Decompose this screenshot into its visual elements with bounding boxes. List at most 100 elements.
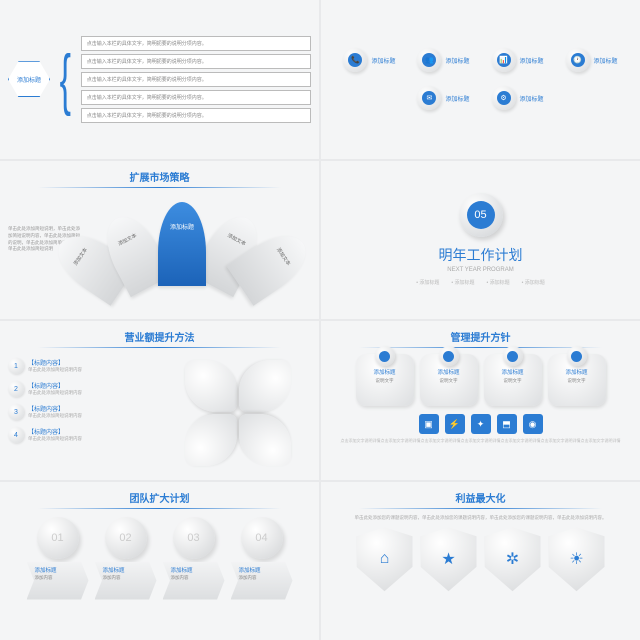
step-circle: 02	[105, 517, 147, 559]
chevron-card: 添加标题添加内容	[231, 562, 293, 600]
badge-icon: ⚙	[497, 91, 511, 105]
circle-badge: ✉	[417, 86, 441, 110]
step-circle: 01	[37, 517, 79, 559]
icon-row: ▣⚡✦⬒◉	[329, 414, 632, 434]
slide-title: 营业额提升方法	[8, 329, 311, 344]
item-title: 【标题内容】	[28, 404, 82, 413]
slide-1-bracket-list: 添加标题 { 点击输入本栏的具体文字，简明扼要的说明分项内容。点击输入本栏的具体…	[0, 0, 319, 159]
badge-label: 添加标题	[520, 94, 544, 103]
circle-badge: 👥	[417, 48, 441, 72]
card: 添加标题说明文字	[484, 354, 542, 406]
badge-icon: ✉	[422, 91, 436, 105]
badge-icon: 🕐	[571, 53, 585, 67]
list-item: 4【标题内容】单击此处添加简短说明内容	[8, 427, 173, 443]
slide-title: 扩展市场策略	[8, 169, 311, 184]
number-badge: 1	[8, 358, 24, 374]
number-badge: 2	[8, 381, 24, 397]
badge-icon: 📞	[348, 53, 362, 67]
petal	[239, 414, 291, 466]
slide-8-shields: 利益最大化 单击此处添加您的课题说明内容，单击此处添加您的课题说明内容，单击此处…	[321, 482, 640, 640]
list-row: 点击输入本栏的具体文字，简明扼要的说明分项内容。	[81, 90, 311, 105]
row-boxes: 点击输入本栏的具体文字，简明扼要的说明分项内容。点击输入本栏的具体文字，简明扼要…	[81, 36, 311, 123]
slide-2-icon-grid: 📞添加标题 👥 添加标题 📊 添加标题 🕐 添加标题 ✉ 添加标题 ⚙ 添加标题	[321, 0, 640, 159]
badge-label: 添加标题	[520, 56, 544, 65]
card-badge	[439, 346, 459, 366]
badge-label: 添加标题	[445, 94, 469, 103]
card: 添加标题说明文字	[356, 354, 414, 406]
step-item: 04添加标题添加内容	[231, 517, 293, 600]
chevron-card: 添加标题添加内容	[95, 562, 157, 600]
list-row: 点击输入本栏的具体文字，简明扼要的说明分项内容。	[81, 54, 311, 69]
slide-title: 利益最大化	[329, 490, 632, 505]
circle-badge: 📞	[343, 48, 367, 72]
shield-icon: ⌂	[357, 527, 413, 591]
fan-chart: 添加文本添加文本添加标题添加文本添加文本	[92, 194, 272, 286]
badge-item: 👥 添加标题	[417, 48, 469, 72]
badge-icon: 👥	[422, 53, 436, 67]
badge-item: 📊 添加标题	[492, 48, 544, 72]
badge-item: 🕐 添加标题	[566, 48, 618, 72]
divider	[38, 187, 281, 188]
shield-icon: ✲	[485, 527, 541, 591]
item-title: 【标题内容】	[28, 427, 82, 436]
list-item: 2【标题内容】单击此处添加简短说明内容	[8, 381, 173, 397]
circle-badge: ⚙	[492, 86, 516, 110]
badge-item: 📞添加标题	[343, 48, 395, 72]
step-circle: 03	[173, 517, 215, 559]
shield-icon: ★	[421, 527, 477, 591]
list-row: 点击输入本栏的具体文字，简明扼要的说明分项内容。	[81, 108, 311, 123]
square-icon: ⚡	[445, 414, 465, 434]
list-row: 点击输入本栏的具体文字，简明扼要的说明分项内容。	[81, 36, 311, 51]
slide-4-section-header: 05 明年工作计划 NEXT YEAR PROGRAM • 添加标题 • 添加标题…	[321, 161, 640, 320]
list-row: 点击输入本栏的具体文字，简明扼要的说明分项内容。	[81, 72, 311, 87]
divider	[359, 508, 602, 509]
list-item: 1 【标题内容】单击此处添加简短说明内容	[8, 358, 173, 374]
list-item: 3 【标题内容】单击此处添加简短说明内容	[8, 404, 173, 420]
badge-item: ⚙ 添加标题	[492, 86, 544, 110]
slide-title: 团队扩大计划	[8, 490, 311, 505]
square-icon: ▣	[419, 414, 439, 434]
card-badge	[375, 346, 395, 366]
numbered-list: 1 【标题内容】单击此处添加简短说明内容 2 【标题内容】单击此处添加简短说明内容 3 【…	[8, 358, 173, 468]
chevron-card: 添加标题添加内容	[163, 562, 225, 600]
badge-label: 添加标题	[594, 56, 618, 65]
description: 点击添加文字说明详情点击添加文字说明详情点击添加文字说明详情点击添加文字说明详情…	[329, 438, 632, 444]
section-subtitle: NEXT YEAR PROGRAM	[447, 267, 513, 273]
chevron-row: 01添加标题添加内容02添加标题添加内容03添加标题添加内容04添加标题添加内容	[8, 517, 311, 600]
card: 添加标题说明文字	[420, 354, 478, 406]
tag-row: • 添加标题• 添加标题• 添加标题• 添加标题	[416, 279, 545, 286]
item-title: 【标题内容】	[28, 381, 82, 390]
shield-row: ⌂★✲☀	[329, 527, 632, 591]
petal-diagram	[183, 358, 293, 468]
slide-3-fan: 扩展市场策略 单击此处添加简短说明，单击此处添加简短说明内容，单击此处添加简短的…	[0, 161, 319, 320]
circle-badge: 🕐	[566, 48, 590, 72]
slide-7-chevrons: 团队扩大计划 01添加标题添加内容02添加标题添加内容03添加标题添加内容04添…	[0, 482, 319, 640]
divider	[38, 508, 281, 509]
step-item: 02添加标题添加内容	[95, 517, 157, 600]
badge-item: ✉ 添加标题	[417, 86, 469, 110]
hexagon-title: 添加标题	[8, 61, 50, 97]
square-icon: ⬒	[497, 414, 517, 434]
fan-segment: 添加标题	[158, 202, 206, 286]
tag: • 添加标题	[416, 279, 439, 286]
petal	[239, 360, 291, 412]
chevron-card: 添加标题添加内容	[27, 562, 89, 600]
badge-label: 添加标题	[445, 56, 469, 65]
card-badge	[503, 346, 523, 366]
item-desc: 单击此处添加简短说明内容	[28, 413, 82, 419]
card: 添加标题说明文字	[548, 354, 606, 406]
number-badge: 3	[8, 404, 24, 420]
slide-6-cards: 管理提升方针 添加标题说明文字添加标题说明文字添加标题说明文字添加标题说明文字 …	[321, 321, 640, 480]
step-circle: 04	[241, 517, 283, 559]
square-icon: ✦	[471, 414, 491, 434]
card-badge	[567, 346, 587, 366]
slide-title: 管理提升方针	[329, 329, 632, 344]
item-title: 【标题内容】	[28, 358, 82, 367]
number-badge: 05	[459, 193, 503, 237]
tag: • 添加标题	[522, 279, 545, 286]
petal	[185, 360, 237, 412]
item-desc: 单击此处添加简短说明内容	[28, 367, 82, 373]
card-row: 添加标题说明文字添加标题说明文字添加标题说明文字添加标题说明文字	[329, 354, 632, 406]
badge-icon: 📊	[497, 53, 511, 67]
section-title: 明年工作计划	[439, 245, 523, 265]
